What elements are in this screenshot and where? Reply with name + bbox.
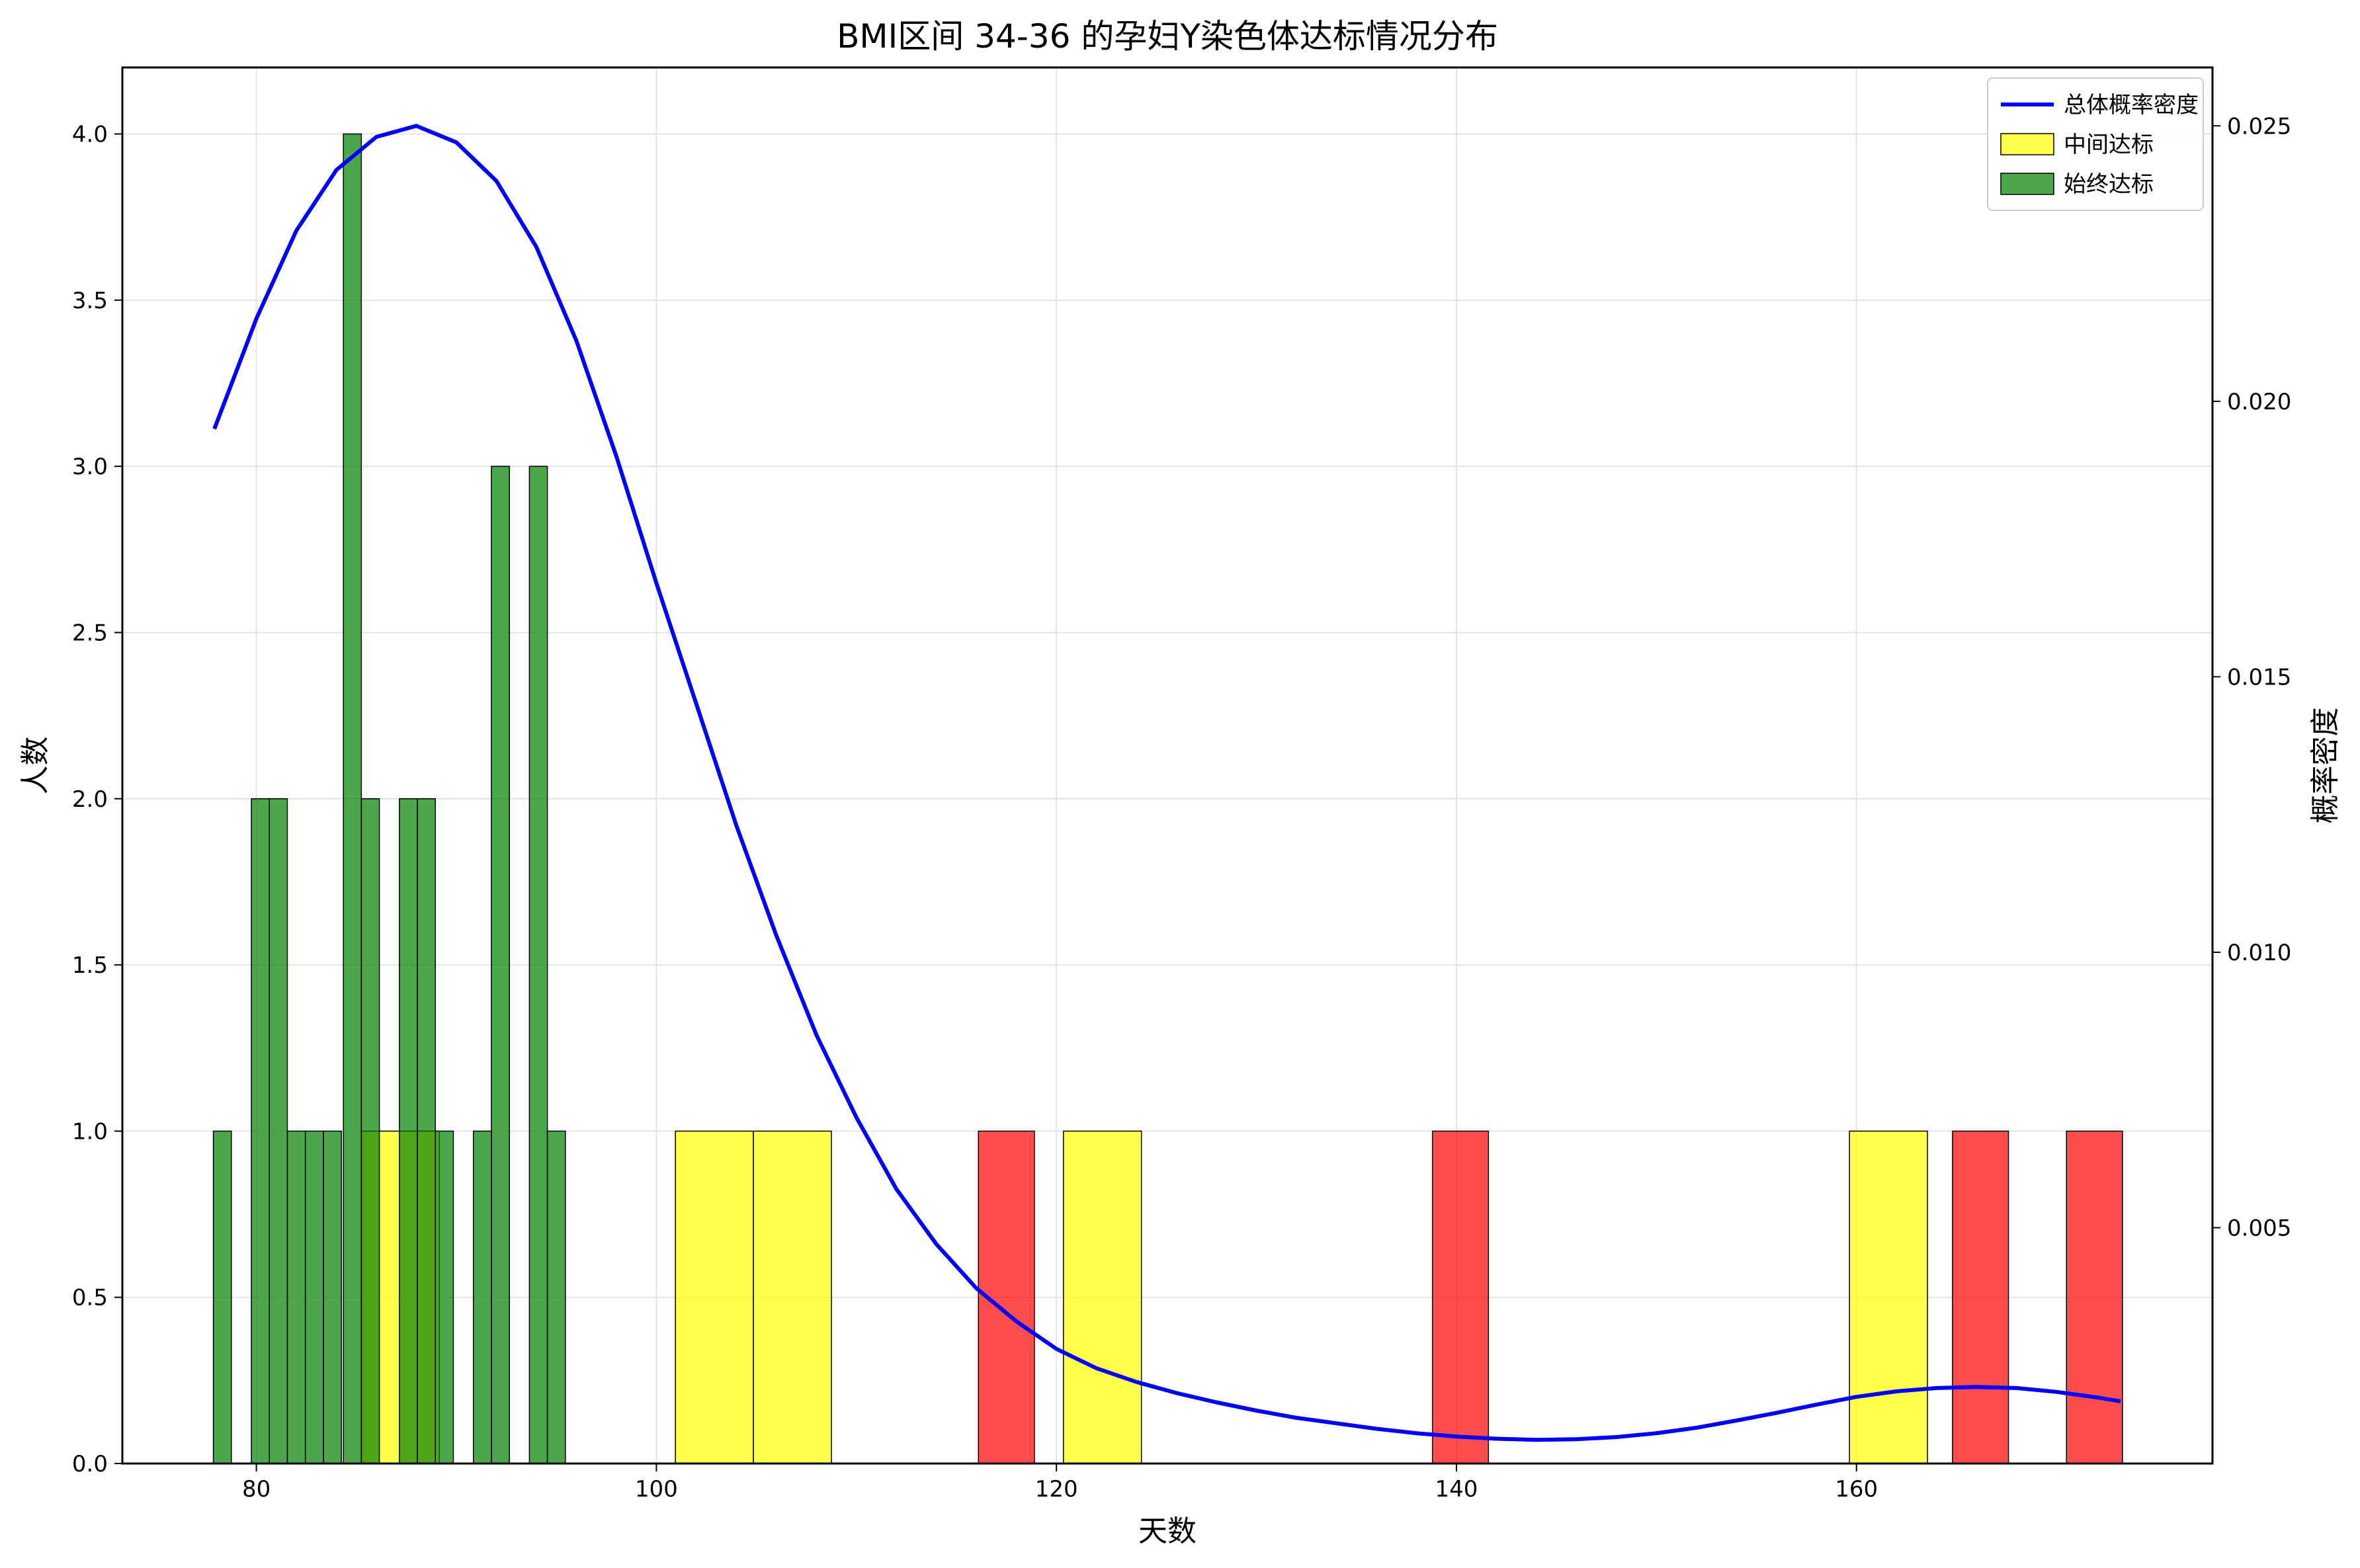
y2-axis-label: 概率密度 (2308, 708, 2342, 824)
histogram-bar (323, 1130, 342, 1464)
x-tick-label: 140 (1435, 1476, 1478, 1503)
y2-tick-label: 0.005 (2227, 1215, 2291, 1241)
histogram-bar (472, 1130, 492, 1464)
histogram-bar (675, 1130, 754, 1464)
legend-swatch (2000, 133, 2054, 155)
histogram-bar (546, 1130, 566, 1464)
x-tick-label: 100 (635, 1476, 678, 1503)
histogram-bar (399, 798, 418, 1464)
histogram-bars (212, 133, 2123, 1464)
histogram-bar (491, 466, 510, 1464)
chart-title: BMI区间 34-36 的孕妇Y染色体达标情况分布 (837, 17, 1498, 56)
y-tick-label: 0.5 (72, 1285, 108, 1311)
histogram-bar (1952, 1130, 2009, 1464)
y2-tick-label: 0.015 (2227, 664, 2291, 690)
y-axis-label: 人数 (19, 737, 52, 795)
legend-label: 始终达标 (2064, 171, 2154, 198)
y-tick-label: 1.0 (72, 1118, 108, 1145)
histogram-bar (304, 1130, 324, 1464)
histogram-bar (343, 133, 362, 1464)
legend-swatch (2000, 173, 2054, 195)
y2-tick-label: 0.010 (2227, 940, 2291, 966)
histogram-bar (528, 466, 548, 1464)
histogram-bar (1849, 1130, 1928, 1464)
y-tick-label: 4.0 (72, 122, 108, 148)
histogram-bar (1431, 1130, 1490, 1464)
y-tick-label: 2.0 (72, 786, 108, 813)
grid-lines (122, 67, 2212, 1464)
bar-series (978, 1130, 2123, 1464)
histogram-bar (753, 1130, 832, 1464)
histogram-bar (2066, 1130, 2123, 1464)
x-axis: 80 100 120 140 160 (242, 1464, 1878, 1503)
histogram-bar (417, 798, 436, 1464)
y-tick-label: 1.5 (72, 952, 108, 979)
legend-label: 中间达标 (2064, 132, 2154, 158)
histogram-bar (269, 798, 288, 1464)
y-tick-label: 3.0 (72, 454, 108, 480)
histogram-bar (435, 1130, 454, 1464)
y2-tick-label: 0.020 (2227, 389, 2291, 415)
x-axis-label: 天数 (1138, 1514, 1197, 1548)
density-curve-layer (212, 124, 2121, 1442)
y-tick-label: 3.5 (72, 288, 108, 314)
histogram-bar (212, 1130, 232, 1464)
legend-label: 总体概率密度 (2064, 92, 2199, 118)
y-axis-left: 0.0 0.5 1.0 1.5 2.0 2.5 3.0 3.5 4.0 (72, 122, 122, 1477)
y2-tick-label: 0.025 (2227, 113, 2291, 140)
histogram-bar (251, 798, 271, 1464)
plot-frame (121, 66, 2214, 1465)
y-axis-right: 0.005 0.010 0.015 0.020 0.025 (2212, 113, 2291, 1241)
density-curve (212, 124, 2121, 1442)
histogram-bar (1063, 1130, 1142, 1464)
histogram-bar (360, 798, 380, 1464)
x-tick-label: 120 (1035, 1476, 1078, 1503)
y-tick-label: 2.5 (72, 620, 108, 646)
y-tick-label: 0.0 (72, 1451, 108, 1477)
x-tick-label: 160 (1835, 1476, 1878, 1503)
bar-series (212, 133, 566, 1464)
histogram-bar (286, 1130, 306, 1464)
x-tick-label: 80 (242, 1476, 271, 1503)
